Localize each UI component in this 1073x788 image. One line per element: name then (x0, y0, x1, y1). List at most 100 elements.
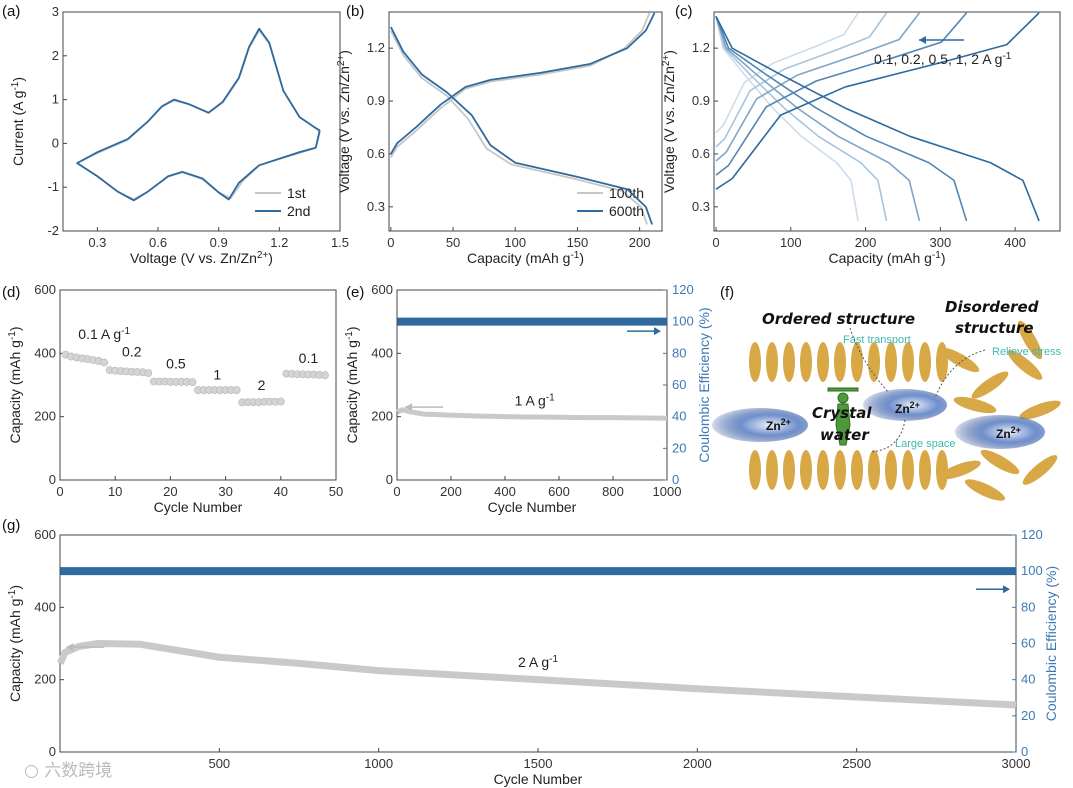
layer-rod (766, 450, 778, 490)
plots: 0.3 0.6 0.9 1.2 1.5 -2 -1 0 1 2 3 Voltage (V vs. Zn… (7, 4, 1061, 787)
disordered-rod (953, 396, 997, 414)
y2-axis-label: Coulombic Efficiency (%) (696, 307, 712, 462)
zn-ion-cloud (712, 408, 808, 442)
x-axis-label: Voltage (V vs. Zn/Zn2+) (130, 250, 273, 266)
x-tick-label: 200 (855, 235, 877, 250)
layer-rod (749, 450, 761, 490)
dashed-arrow (934, 349, 986, 399)
disordered-rod (1019, 400, 1061, 420)
y-axis-label: Voltage (V vs. Zn/Zn2+) (661, 50, 677, 193)
y-axis-label: Capacity (mAh g-1) (344, 326, 360, 443)
current-density-label: 2 A g-1 (518, 654, 558, 670)
y-axis-label: Capacity (mAh g-1) (7, 585, 23, 702)
y-tick-label: 400 (34, 599, 56, 614)
data-point (276, 397, 285, 406)
layer-rod (919, 342, 931, 382)
x-tick-label: 100 (780, 235, 802, 250)
x-tick-label: 50 (329, 484, 343, 499)
x-tick-label: 0.3 (88, 235, 106, 250)
panel-label: (e) (346, 284, 364, 301)
y-tick-label: 400 (371, 345, 393, 360)
disordered-rod (1022, 455, 1058, 485)
disordered-rod (1017, 320, 1043, 360)
panel-label: (c) (675, 3, 693, 20)
y-tick-label: 0.9 (692, 93, 710, 108)
data-point (321, 371, 329, 380)
x-tick-label: 600 (548, 484, 570, 499)
y-tick-label: -2 (47, 223, 59, 238)
disordered-rod (964, 479, 1006, 501)
disordered-rod (940, 347, 980, 373)
layer-rod (851, 342, 863, 382)
x-axis-label: Capacity (mAh g-1) (467, 250, 584, 266)
layer-rod (885, 450, 897, 490)
capacity-series (57, 640, 1017, 709)
y2-tick-label: 40 (672, 409, 686, 424)
x-tick-label: 10 (108, 484, 122, 499)
crystal-water-label: Crystal (812, 404, 872, 422)
y2-tick-label: 60 (672, 377, 686, 392)
chart-panel-d: 0 10 20 30 40 50 0 200 400 600 Cycle Number Capacit… (7, 282, 343, 515)
rate-label: 0.1 (299, 350, 319, 366)
data-point (144, 369, 153, 377)
large-space-label: Large space (895, 438, 956, 450)
panel-label: (g) (2, 517, 20, 534)
x-tick-label: 800 (602, 484, 624, 499)
x-tick-label: 200 (440, 484, 462, 499)
charge-curve (715, 12, 859, 134)
crystal-water-label: water (820, 426, 870, 444)
y-tick-label: 1.2 (692, 40, 710, 55)
zn-ion-cloud (955, 415, 1045, 449)
x-tick-label: 100 (504, 235, 526, 250)
layer-rod (800, 342, 812, 382)
discharge-curve (715, 16, 1040, 222)
x-tick-label: 1.2 (270, 235, 288, 250)
y-tick-label: 200 (371, 409, 393, 424)
zn-ion-cloud (863, 389, 947, 421)
x-tick-label: 20 (163, 484, 177, 499)
x-axis-label: Cycle Number (488, 499, 577, 515)
x-tick-label: 2000 (683, 756, 712, 771)
x-tick-label: 500 (208, 756, 230, 771)
x-tick-label: 50 (446, 235, 460, 250)
charge-curve-600th (390, 12, 656, 155)
layer-rod (936, 450, 948, 490)
layer-rod (936, 342, 948, 382)
x-tick-label: 0.9 (210, 235, 228, 250)
y2-axis-label: Coulombic Efficiency (%) (1043, 566, 1059, 721)
charge-curve (715, 12, 968, 176)
arrowhead (66, 643, 74, 652)
panel-label: (b) (346, 3, 364, 20)
chart-panel-b: 0 50 100 150 200 0.3 0.6 0.9 1.2 Capacity (mAh g-… (336, 11, 663, 266)
rate-label: 2 (258, 377, 266, 393)
discharge-curve (715, 16, 968, 222)
y2-tick-label: 80 (672, 345, 686, 360)
plot-frame (713, 11, 1061, 232)
data-point (232, 386, 241, 394)
y2-tick-label: 20 (1021, 708, 1035, 723)
y2-tick-label: 100 (672, 314, 694, 329)
layer-rod (851, 450, 863, 490)
y-tick-label: 0 (386, 472, 393, 487)
panel-label: (d) (2, 284, 20, 301)
y2-tick-label: 100 (1021, 563, 1043, 578)
layer-rod (902, 342, 914, 382)
y-tick-label: 2 (52, 48, 59, 63)
layer-rod (834, 342, 846, 382)
x-tick-label: 3000 (1002, 756, 1031, 771)
layer-rod (783, 450, 795, 490)
series-line-2nd (76, 27, 321, 202)
layer-rod (885, 342, 897, 382)
rate-label: 0.2 (122, 344, 142, 360)
disordered-structure-label: Disordered (945, 298, 1039, 316)
y-tick-label: 600 (371, 282, 393, 297)
plot-frame (388, 11, 663, 232)
chart-panel-g: 500 1000 1500 2000 2500 300002004006000204060… (7, 527, 1059, 787)
x-tick-label: 300 (930, 235, 952, 250)
charge-curve (715, 12, 888, 148)
y-axis-label: Capacity (mAh g-1) (7, 326, 23, 443)
y2-tick-label: 80 (1021, 599, 1035, 614)
fast-transport-label: Fast transport (843, 334, 911, 346)
x-tick-label: 400 (494, 484, 516, 499)
